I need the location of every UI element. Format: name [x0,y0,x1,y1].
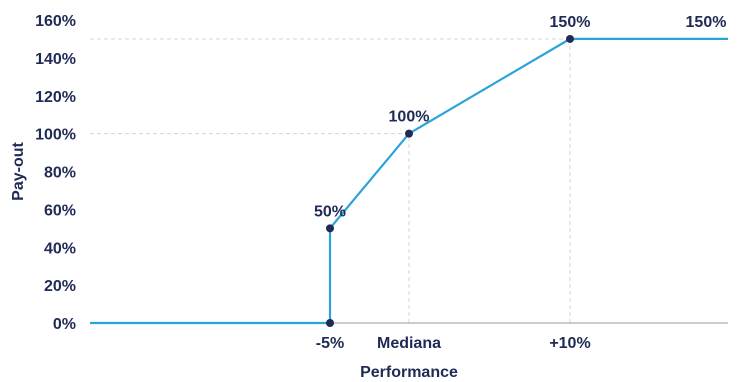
reference-lines [90,38,571,323]
data-point-2 [405,129,413,138]
y-axis-ticks: 0% 20% 40% 60% 80% 100% 120% 140% 160% [35,13,76,333]
data-label-0: 50% [314,203,346,220]
y-tick-label-8: 160% [35,13,76,30]
y-axis-title: Pay-out [10,141,27,200]
x-axis-ticks: -5% Mediana +10% [316,335,591,352]
data-point-0 [326,319,334,327]
y-tick-label-5: 100% [35,127,76,144]
x-tick-label-1: Mediana [377,335,441,352]
data-point-1 [326,224,334,233]
y-tick-label-2: 40% [44,240,76,257]
data-label-3: 150% [686,14,727,31]
y-tick-label-7: 140% [35,51,76,68]
markers [326,34,574,327]
y-tick-label-1: 20% [44,278,76,295]
data-labels: 50% 100% 150% 150% [314,14,726,220]
y-tick-label-4: 80% [44,165,76,182]
series-layer [90,37,728,325]
data-label-1: 100% [389,109,430,126]
data-label-2: 150% [550,14,591,31]
x-tick-label-2: +10% [549,335,590,352]
x-tick-label-0: -5% [316,335,344,352]
y-tick-label-6: 120% [35,89,76,106]
y-tick-label-0: 0% [53,316,76,333]
series-line-0 [90,37,728,325]
data-point-3 [566,34,574,43]
x-axis-title: Performance [360,364,458,381]
y-tick-label-3: 60% [44,202,76,219]
